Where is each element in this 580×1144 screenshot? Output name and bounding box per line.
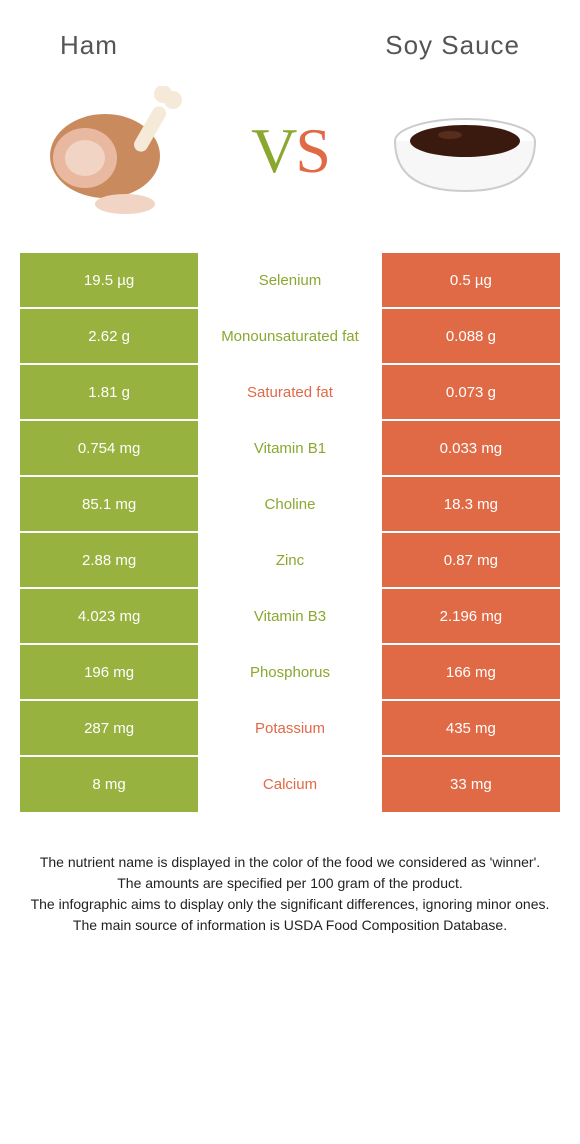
value-left: 8 mg	[20, 756, 198, 812]
nutrient-name: Potassium	[198, 700, 382, 756]
nutrient-name: Selenium	[198, 252, 382, 308]
header: Ham Soy sauce	[20, 20, 560, 81]
nutrient-name: Saturated fat	[198, 364, 382, 420]
nutrient-name: Phosphorus	[198, 644, 382, 700]
soy-sauce-image	[380, 81, 550, 221]
nutrient-name: Vitamin B1	[198, 420, 382, 476]
ham-image	[30, 81, 200, 221]
vs-v: V	[251, 115, 295, 186]
table-row: 2.62 gMonounsaturated fat0.088 g	[20, 308, 560, 364]
ham-icon	[35, 86, 195, 216]
value-right: 0.073 g	[382, 364, 560, 420]
vs-label: VS	[251, 114, 329, 188]
value-right: 33 mg	[382, 756, 560, 812]
value-left: 85.1 mg	[20, 476, 198, 532]
food-title-left: Ham	[60, 30, 118, 61]
table-row: 196 mgPhosphorus166 mg	[20, 644, 560, 700]
value-right: 435 mg	[382, 700, 560, 756]
value-right: 166 mg	[382, 644, 560, 700]
footer-notes: The nutrient name is displayed in the co…	[20, 812, 560, 936]
table-row: 8 mgCalcium33 mg	[20, 756, 560, 812]
vs-row: VS	[20, 81, 560, 251]
bowl-icon	[385, 91, 545, 211]
value-left: 2.88 mg	[20, 532, 198, 588]
value-right: 18.3 mg	[382, 476, 560, 532]
vs-s: S	[295, 115, 329, 186]
nutrient-name: Zinc	[198, 532, 382, 588]
value-left: 4.023 mg	[20, 588, 198, 644]
value-left: 2.62 g	[20, 308, 198, 364]
value-left: 1.81 g	[20, 364, 198, 420]
footer-line-1: The nutrient name is displayed in the co…	[30, 852, 550, 873]
table-row: 287 mgPotassium435 mg	[20, 700, 560, 756]
nutrient-name: Choline	[198, 476, 382, 532]
table-row: 2.88 mgZinc0.87 mg	[20, 532, 560, 588]
food-title-right: Soy sauce	[385, 30, 520, 61]
value-left: 287 mg	[20, 700, 198, 756]
value-left: 0.754 mg	[20, 420, 198, 476]
value-right: 0.87 mg	[382, 532, 560, 588]
table-row: 4.023 mgVitamin B32.196 mg	[20, 588, 560, 644]
footer-line-2: The amounts are specified per 100 gram o…	[30, 873, 550, 894]
table-row: 0.754 mgVitamin B10.033 mg	[20, 420, 560, 476]
value-left: 19.5 µg	[20, 252, 198, 308]
footer-line-4: The main source of information is USDA F…	[30, 915, 550, 936]
value-left: 196 mg	[20, 644, 198, 700]
nutrient-name: Calcium	[198, 756, 382, 812]
value-right: 2.196 mg	[382, 588, 560, 644]
value-right: 0.5 µg	[382, 252, 560, 308]
table-row: 19.5 µgSelenium0.5 µg	[20, 252, 560, 308]
footer-line-3: The infographic aims to display only the…	[30, 894, 550, 915]
value-right: 0.033 mg	[382, 420, 560, 476]
value-right: 0.088 g	[382, 308, 560, 364]
table-row: 85.1 mgCholine18.3 mg	[20, 476, 560, 532]
nutrient-name: Vitamin B3	[198, 588, 382, 644]
table-row: 1.81 gSaturated fat0.073 g	[20, 364, 560, 420]
nutrient-table: 19.5 µgSelenium0.5 µg2.62 gMonounsaturat…	[20, 251, 560, 812]
nutrient-name: Monounsaturated fat	[198, 308, 382, 364]
